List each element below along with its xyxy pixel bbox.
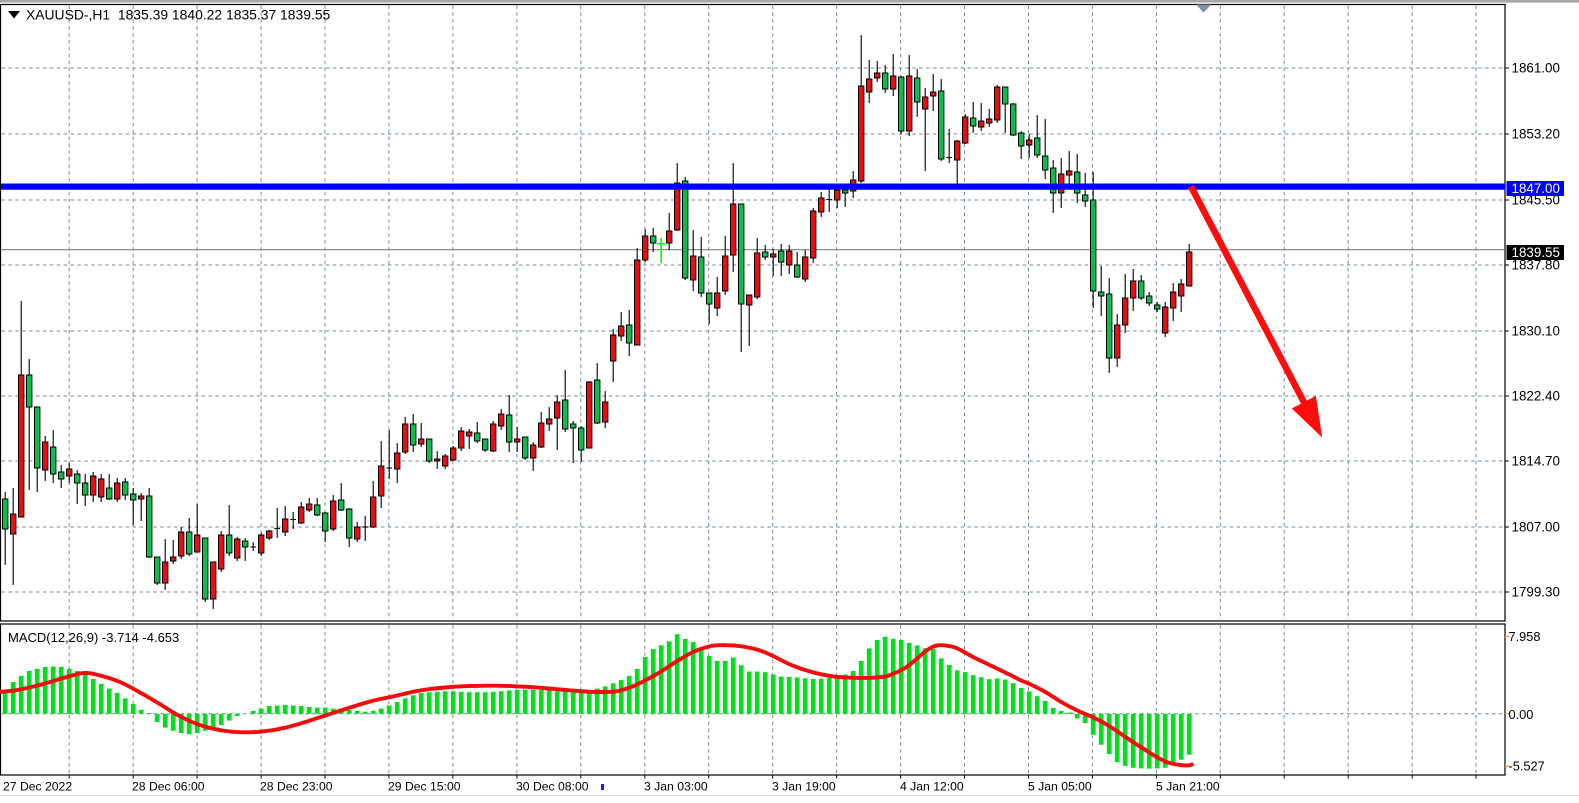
svg-text:29 Dec 15:00: 29 Dec 15:00 xyxy=(388,780,461,794)
svg-text:30 Dec 08:00: 30 Dec 08:00 xyxy=(516,780,589,794)
svg-text:XAUUSD-,H1 1835.39 1840.22 18: XAUUSD-,H1 1835.39 1840.22 1835.37 1839.… xyxy=(26,7,331,23)
svg-text:5 Jan 05:00: 5 Jan 05:00 xyxy=(1028,780,1092,794)
svg-text:3 Jan 03:00: 3 Jan 03:00 xyxy=(644,780,708,794)
svg-text:1807.00: 1807.00 xyxy=(1512,520,1560,535)
svg-text:1861.00: 1861.00 xyxy=(1512,61,1560,76)
svg-text:1853.20: 1853.20 xyxy=(1512,127,1560,142)
svg-text:28 Dec 23:00: 28 Dec 23:00 xyxy=(260,780,333,794)
svg-text:5 Jan 21:00: 5 Jan 21:00 xyxy=(1156,780,1220,794)
svg-text:3 Jan 19:00: 3 Jan 19:00 xyxy=(772,780,836,794)
svg-text:1814.70: 1814.70 xyxy=(1512,454,1560,469)
svg-text:7.958: 7.958 xyxy=(1509,629,1541,644)
svg-text:1822.40: 1822.40 xyxy=(1512,389,1560,404)
svg-text:1830.10: 1830.10 xyxy=(1512,324,1560,339)
svg-text:MACD(12,26,9) -3.714 -4.653: MACD(12,26,9) -3.714 -4.653 xyxy=(8,630,179,645)
svg-text:0.00: 0.00 xyxy=(1509,707,1534,722)
svg-text:4 Jan 12:00: 4 Jan 12:00 xyxy=(900,780,964,794)
svg-text:1799.30: 1799.30 xyxy=(1512,585,1560,600)
svg-text:1839.55: 1839.55 xyxy=(1512,245,1560,260)
svg-text:27 Dec 2022: 27 Dec 2022 xyxy=(3,780,72,794)
svg-text:1847.00: 1847.00 xyxy=(1512,181,1560,196)
svg-text:1845.50: 1845.50 xyxy=(1512,193,1560,208)
svg-text:1837.80: 1837.80 xyxy=(1512,258,1560,273)
svg-text:-5.527: -5.527 xyxy=(1509,759,1545,774)
svg-text:28 Dec 06:00: 28 Dec 06:00 xyxy=(132,780,205,794)
